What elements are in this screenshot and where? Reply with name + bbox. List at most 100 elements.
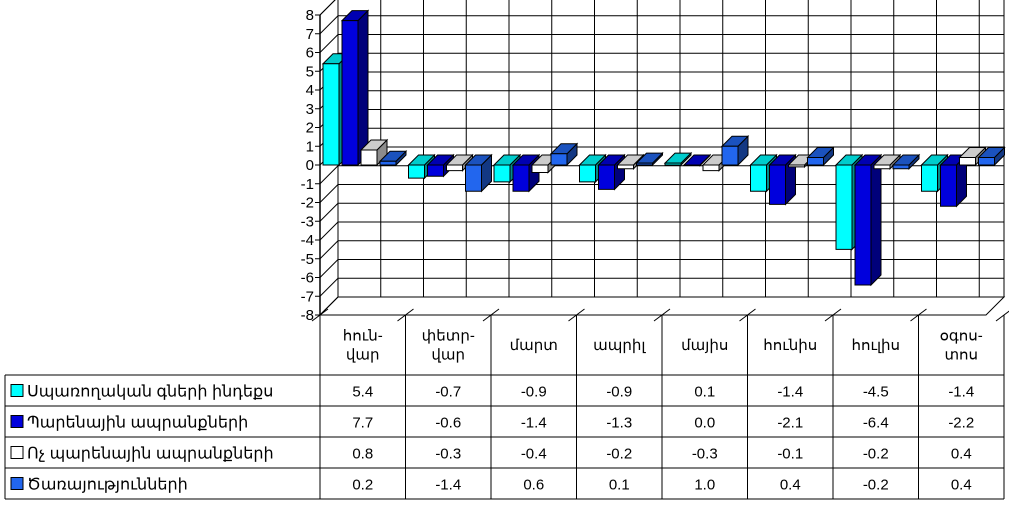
bar-front — [341, 20, 359, 166]
bar-front — [408, 164, 425, 179]
table-cell: 0.4 — [780, 477, 801, 494]
bar-front — [978, 157, 995, 166]
floor — [318, 296, 1006, 316]
bar-front — [807, 157, 824, 166]
bar-front — [636, 162, 653, 166]
bar — [891, 153, 921, 170]
bar-front — [940, 164, 957, 207]
gridline-side — [319, 184, 339, 203]
bar-front — [550, 153, 568, 166]
bar-front — [360, 149, 378, 166]
bar-front — [721, 145, 739, 166]
bar-front — [493, 164, 511, 183]
category-label: հուն- — [343, 328, 383, 345]
category-label: տոս — [944, 347, 978, 364]
bar — [549, 142, 579, 167]
bar-front — [921, 164, 938, 192]
table-cell: -0.9 — [521, 384, 547, 401]
table-cell: 0.2 — [352, 477, 373, 494]
y-tick-label: -4 — [301, 232, 314, 249]
gridline-side — [319, 34, 339, 53]
bar — [682, 153, 712, 167]
table-cell: -1.4 — [948, 384, 974, 401]
bar-front — [750, 164, 767, 192]
table-cell: -0.4 — [521, 446, 547, 463]
bar — [806, 146, 835, 167]
bar-front — [531, 164, 549, 173]
table-cell: -0.6 — [435, 415, 461, 432]
table-cell: 0.8 — [352, 446, 373, 463]
y-tick-label: 5 — [306, 63, 314, 80]
y-tick-label: 2 — [306, 120, 314, 137]
legend-key — [10, 446, 24, 459]
table-cell: -0.3 — [435, 446, 461, 463]
category-label: օգոս- — [940, 328, 983, 345]
bar-front — [873, 164, 891, 170]
category-label: հունիս — [763, 337, 817, 354]
table-cell: -2.2 — [948, 415, 974, 432]
table-cell: 7.7 — [352, 415, 373, 432]
bar-front — [579, 164, 596, 183]
bar — [720, 135, 750, 167]
table-cell: -1.4 — [777, 384, 803, 401]
bar-side — [357, 9, 369, 167]
bar — [378, 150, 408, 167]
bar — [872, 153, 902, 170]
bar — [359, 138, 389, 167]
legend-key — [10, 477, 24, 490]
series-name: Ոչ պարենային ապրանքների — [27, 446, 274, 463]
legend-key — [10, 415, 24, 428]
table-cell: 5.4 — [352, 384, 373, 401]
table-cell: 0.1 — [609, 477, 630, 494]
bar — [464, 153, 493, 193]
bar-front — [379, 160, 397, 166]
chart-walls — [318, 0, 1006, 317]
table-cell: -0.1 — [777, 446, 803, 463]
category-label: մայիս — [681, 337, 728, 354]
bar-front — [769, 164, 786, 205]
bar — [340, 9, 370, 167]
y-tick-label: 1 — [306, 138, 314, 155]
bar — [511, 153, 541, 193]
category-label: հուլիս — [851, 337, 900, 354]
y-tick-label: -7 — [301, 288, 314, 305]
bar — [977, 146, 1006, 167]
bar-front — [322, 63, 340, 166]
category-label: ապրիլ — [593, 337, 646, 354]
category-label: փետր- — [422, 328, 475, 345]
series-name: Ծառայությունների — [27, 477, 188, 494]
y-tick-label: 8 — [306, 7, 314, 24]
bar-front — [683, 164, 701, 166]
bar-front — [598, 164, 615, 190]
x-tick — [995, 310, 1009, 322]
gridline-side — [319, 0, 336, 16]
table-cell: -4.5 — [863, 384, 889, 401]
y-tick-label: -8 — [301, 307, 314, 324]
table-cell: 0.0 — [694, 415, 715, 432]
table-cell: -0.3 — [692, 446, 718, 463]
gridline-side — [319, 240, 339, 260]
y-tick-label: 6 — [306, 45, 314, 62]
bar-front — [664, 162, 682, 166]
bar-front — [465, 164, 482, 192]
bar-front — [702, 164, 720, 172]
table-cell: 0.4 — [951, 446, 972, 463]
bar-front — [446, 164, 463, 172]
bar — [597, 153, 626, 191]
bar-front — [959, 157, 976, 166]
table-cell: -0.7 — [435, 384, 461, 401]
y-tick-label: 3 — [306, 101, 314, 118]
category-label: վար — [346, 347, 380, 364]
y-tick-label: -1 — [301, 176, 314, 193]
table-cell: 1.0 — [694, 477, 715, 494]
bar-front — [427, 164, 444, 177]
table-cell: 0.1 — [694, 384, 715, 401]
y-tick-label: -3 — [301, 213, 314, 230]
y-tick-label: -6 — [301, 270, 314, 287]
table-cell: -1.4 — [521, 415, 547, 432]
gridline-side — [319, 296, 339, 316]
table-cell: -0.2 — [863, 446, 889, 463]
bar — [663, 151, 693, 167]
